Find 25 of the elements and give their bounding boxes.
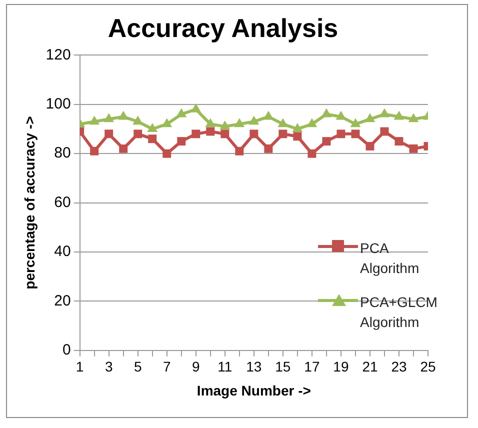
x-tick-label: 3 (104, 358, 113, 375)
x-tick-label: 17 (304, 358, 320, 375)
y-tick-label: 20 (54, 292, 71, 310)
chart-title: Accuracy Analysis (108, 12, 338, 43)
x-tick-label: 15 (275, 358, 291, 375)
x-axis-title: Image Number -> (196, 382, 311, 398)
x-tick-label: 1 (76, 358, 84, 375)
x-tick-label: 5 (134, 358, 142, 375)
x-tick-label: 25 (420, 358, 436, 375)
y-tick-label: 120 (46, 46, 71, 64)
y-tick-label: 40 (54, 243, 71, 260)
legend-label: PCA Algorithm (360, 239, 420, 278)
y-tick-label: 0 (62, 342, 71, 359)
legend-label: PCA+GLCM Algorithm (360, 293, 438, 332)
x-tick-label: 19 (333, 358, 349, 375)
x-tick-label: 13 (246, 358, 262, 375)
x-tick-label: 23 (391, 358, 407, 375)
y-tick-label: 100 (46, 96, 71, 113)
x-tick-label: 11 (218, 358, 232, 375)
y-tick-label: 60 (54, 194, 71, 211)
x-tick-label: 7 (162, 358, 171, 375)
x-tick-label: 21 (362, 358, 378, 375)
y-tick-label: 80 (54, 144, 71, 162)
x-tick-label: 9 (192, 358, 200, 375)
y-axis-title: percentage of accuracy -> (21, 116, 38, 290)
